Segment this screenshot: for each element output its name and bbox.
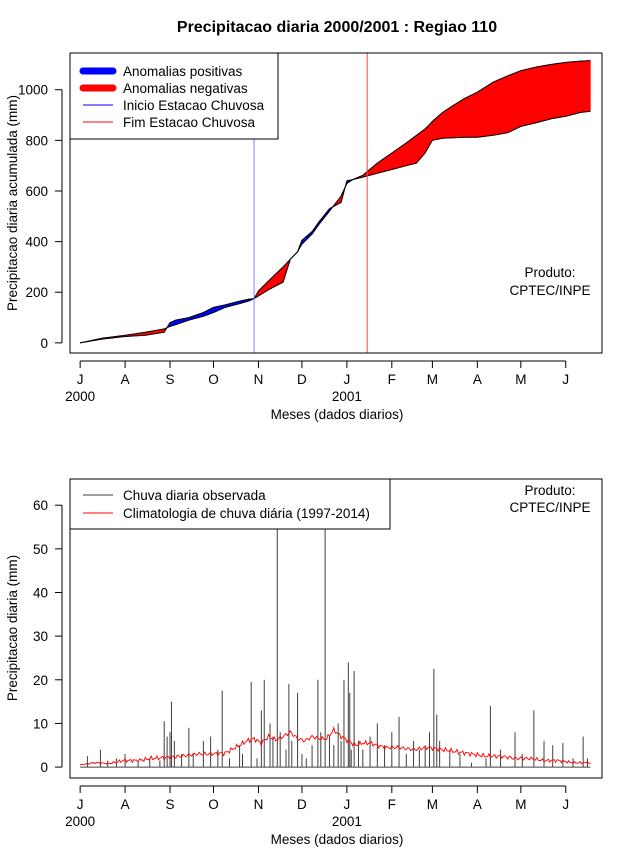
x-tick-label-2: D — [297, 797, 307, 812]
negative-anomaly-strip — [588, 60, 591, 112]
legend-box-2 — [69, 478, 391, 530]
x-axis-label-2: Meses (dados diarios) — [271, 832, 404, 847]
x-year-label-2: 2000 — [65, 814, 95, 829]
y-tick-label-1: 200 — [25, 285, 48, 300]
x-tick-label-1: S — [166, 372, 175, 387]
legend-label-inicio: Inicio Estacao Chuvosa — [123, 98, 265, 113]
x-tick-label-2: J — [562, 797, 569, 812]
x-tick-label-1: F — [388, 372, 396, 387]
x-tick-label-1: J — [562, 372, 569, 387]
figure-title: Precipitacao diaria 2000/2001 : Regiao 1… — [177, 19, 497, 36]
y-tick-label-1: 1000 — [18, 83, 48, 98]
annotation-cptec-2: CPTEC/INPE — [509, 500, 590, 515]
annotation-cptec-1: CPTEC/INPE — [509, 283, 590, 298]
legend-1: Anomalias positivas Anomalias negativas … — [69, 52, 279, 140]
x-tick-label-1: M — [427, 372, 438, 387]
x-tick-label-2: S — [166, 797, 175, 812]
y-tick-label-1: 400 — [25, 235, 48, 250]
legend-box-1 — [69, 52, 279, 140]
climatology-cumulative-line — [79, 60, 591, 344]
legend-label-positivas: Anomalias positivas — [123, 64, 243, 79]
x-axis-1: J 2000 A S O N D J 2001 F M A M J — [65, 360, 569, 404]
cumulative-chart: 0 200 400 600 800 1000 J 2000 A S O N D J 2001 F M A M J P… — [5, 52, 603, 422]
x-tick-label-1: D — [297, 372, 307, 387]
y-axis-label-1: Precipitacao diaria acumulada (mm) — [5, 95, 20, 311]
x-tick-label-2: A — [473, 797, 482, 812]
x-tick-label-2: J — [343, 797, 350, 812]
annotation-produto-2: Produto: — [524, 483, 575, 498]
y-axis-1: 0 200 400 600 800 1000 — [18, 83, 63, 351]
x-tick-label-2: J — [77, 797, 84, 812]
observed-cumulative-line — [80, 110, 591, 344]
x-axis-label-1: Meses (dados diarios) — [271, 407, 404, 422]
x-tick-label-1: N — [254, 372, 264, 387]
x-tick-label-2: M — [427, 797, 438, 812]
climatology-daily-line — [79, 726, 591, 766]
x-axis-2: J 2000 A S O N D J 2001 F M A M J — [65, 785, 569, 829]
x-tick-label-1: A — [473, 372, 482, 387]
x-tick-label-2: O — [208, 797, 219, 812]
x-tick-label-1: M — [515, 372, 526, 387]
y-axis-2: 0 10 20 30 40 50 60 — [33, 498, 63, 775]
x-tick-label-2: M — [515, 797, 526, 812]
cumulative-lines — [79, 60, 591, 344]
x-year-label-1: 2001 — [332, 389, 362, 404]
x-tick-label-1: A — [121, 372, 130, 387]
x-tick-label-1: J — [77, 372, 84, 387]
y-tick-label-2: 20 — [33, 673, 48, 688]
x-year-label-1: 2000 — [65, 389, 95, 404]
legend-label-climatologia: Climatologia de chuva diária (1997-2014) — [123, 506, 370, 521]
legend-label-observada: Chuva diaria observada — [123, 488, 266, 503]
x-year-label-2: 2001 — [332, 814, 362, 829]
y-tick-label-1: 800 — [25, 133, 48, 148]
y-tick-label-2: 10 — [33, 716, 48, 731]
legend-label-fim: Fim Estacao Chuvosa — [123, 115, 256, 130]
x-tick-label-2: F — [388, 797, 396, 812]
x-tick-label-2: A — [121, 797, 130, 812]
daily-chart: 0 10 20 30 40 50 60 J 2000 A S O N D J 2001 F M A M J Preci… — [5, 478, 603, 847]
y-axis-label-2: Precipitacao diaria (mm) — [5, 555, 20, 701]
y-tick-label-2: 50 — [33, 542, 48, 557]
legend-2: Chuva diaria observada Climatologia de c… — [69, 478, 391, 530]
y-tick-label-2: 40 — [33, 585, 48, 600]
x-tick-label-2: N — [254, 797, 264, 812]
daily-spikes — [80, 492, 591, 768]
y-tick-label-2: 0 — [40, 760, 48, 775]
annotation-produto-1: Produto: — [524, 265, 575, 280]
x-tick-label-1: O — [208, 372, 219, 387]
legend-label-negativas: Anomalias negativas — [123, 81, 248, 96]
plot-frame-1 — [69, 52, 603, 354]
y-tick-label-1: 0 — [40, 336, 48, 351]
y-tick-label-2: 30 — [33, 629, 48, 644]
y-tick-label-1: 600 — [25, 184, 48, 199]
y-tick-label-2: 60 — [33, 498, 48, 513]
climatology-line — [79, 726, 591, 766]
x-tick-label-1: J — [343, 372, 350, 387]
